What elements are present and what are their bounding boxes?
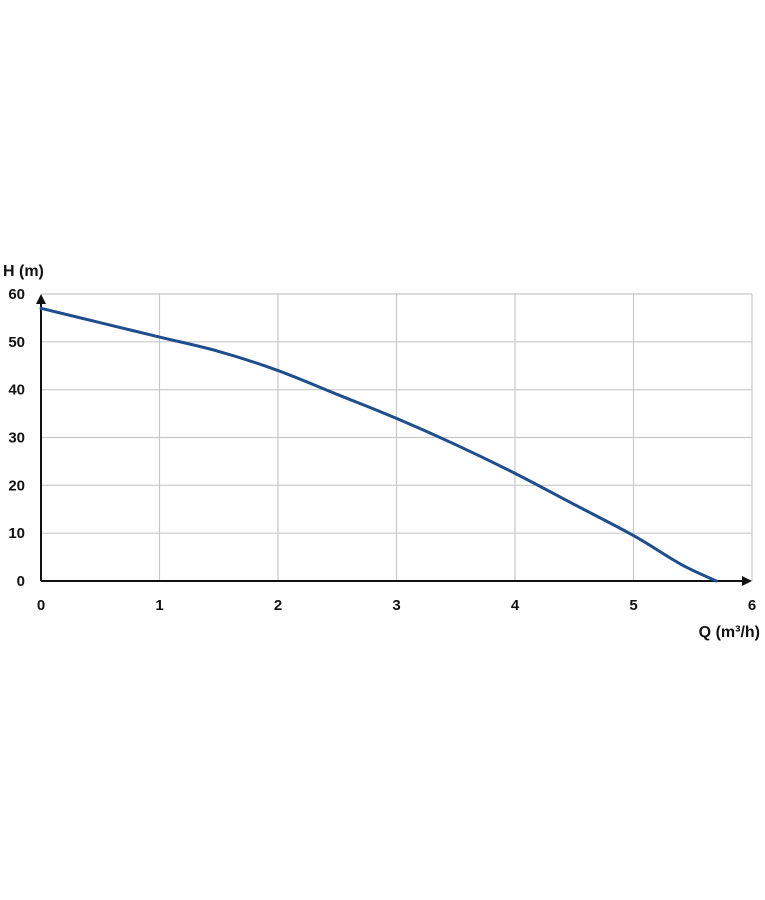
x-tick-label: 6 bbox=[748, 597, 756, 614]
y-tick-label: 30 bbox=[8, 430, 25, 447]
x-tick-label: 5 bbox=[629, 597, 637, 614]
x-tick-label: 2 bbox=[274, 597, 282, 614]
series-layer bbox=[39, 306, 718, 583]
series-line bbox=[39, 306, 718, 583]
y-tick-label: 20 bbox=[8, 477, 25, 494]
y-axis-arrow-icon bbox=[36, 294, 46, 304]
x-tick-label: 3 bbox=[392, 597, 400, 614]
y-tick-label: 10 bbox=[8, 525, 25, 542]
y-tick-label: 0 bbox=[17, 573, 25, 590]
grid bbox=[41, 293, 753, 581]
axes bbox=[36, 294, 752, 586]
y-tick-label: 50 bbox=[8, 334, 25, 351]
x-tick-label: 1 bbox=[155, 597, 163, 614]
x-tick-label: 4 bbox=[511, 597, 520, 614]
x-tick-label: 0 bbox=[37, 597, 45, 614]
x-axis-arrow-icon bbox=[742, 576, 752, 586]
y-tick-label: 40 bbox=[8, 382, 25, 399]
y-axis-title: H (m) bbox=[3, 263, 44, 280]
y-tick-label: 60 bbox=[8, 286, 25, 303]
x-axis-title: Q (m³/h) bbox=[699, 624, 760, 641]
